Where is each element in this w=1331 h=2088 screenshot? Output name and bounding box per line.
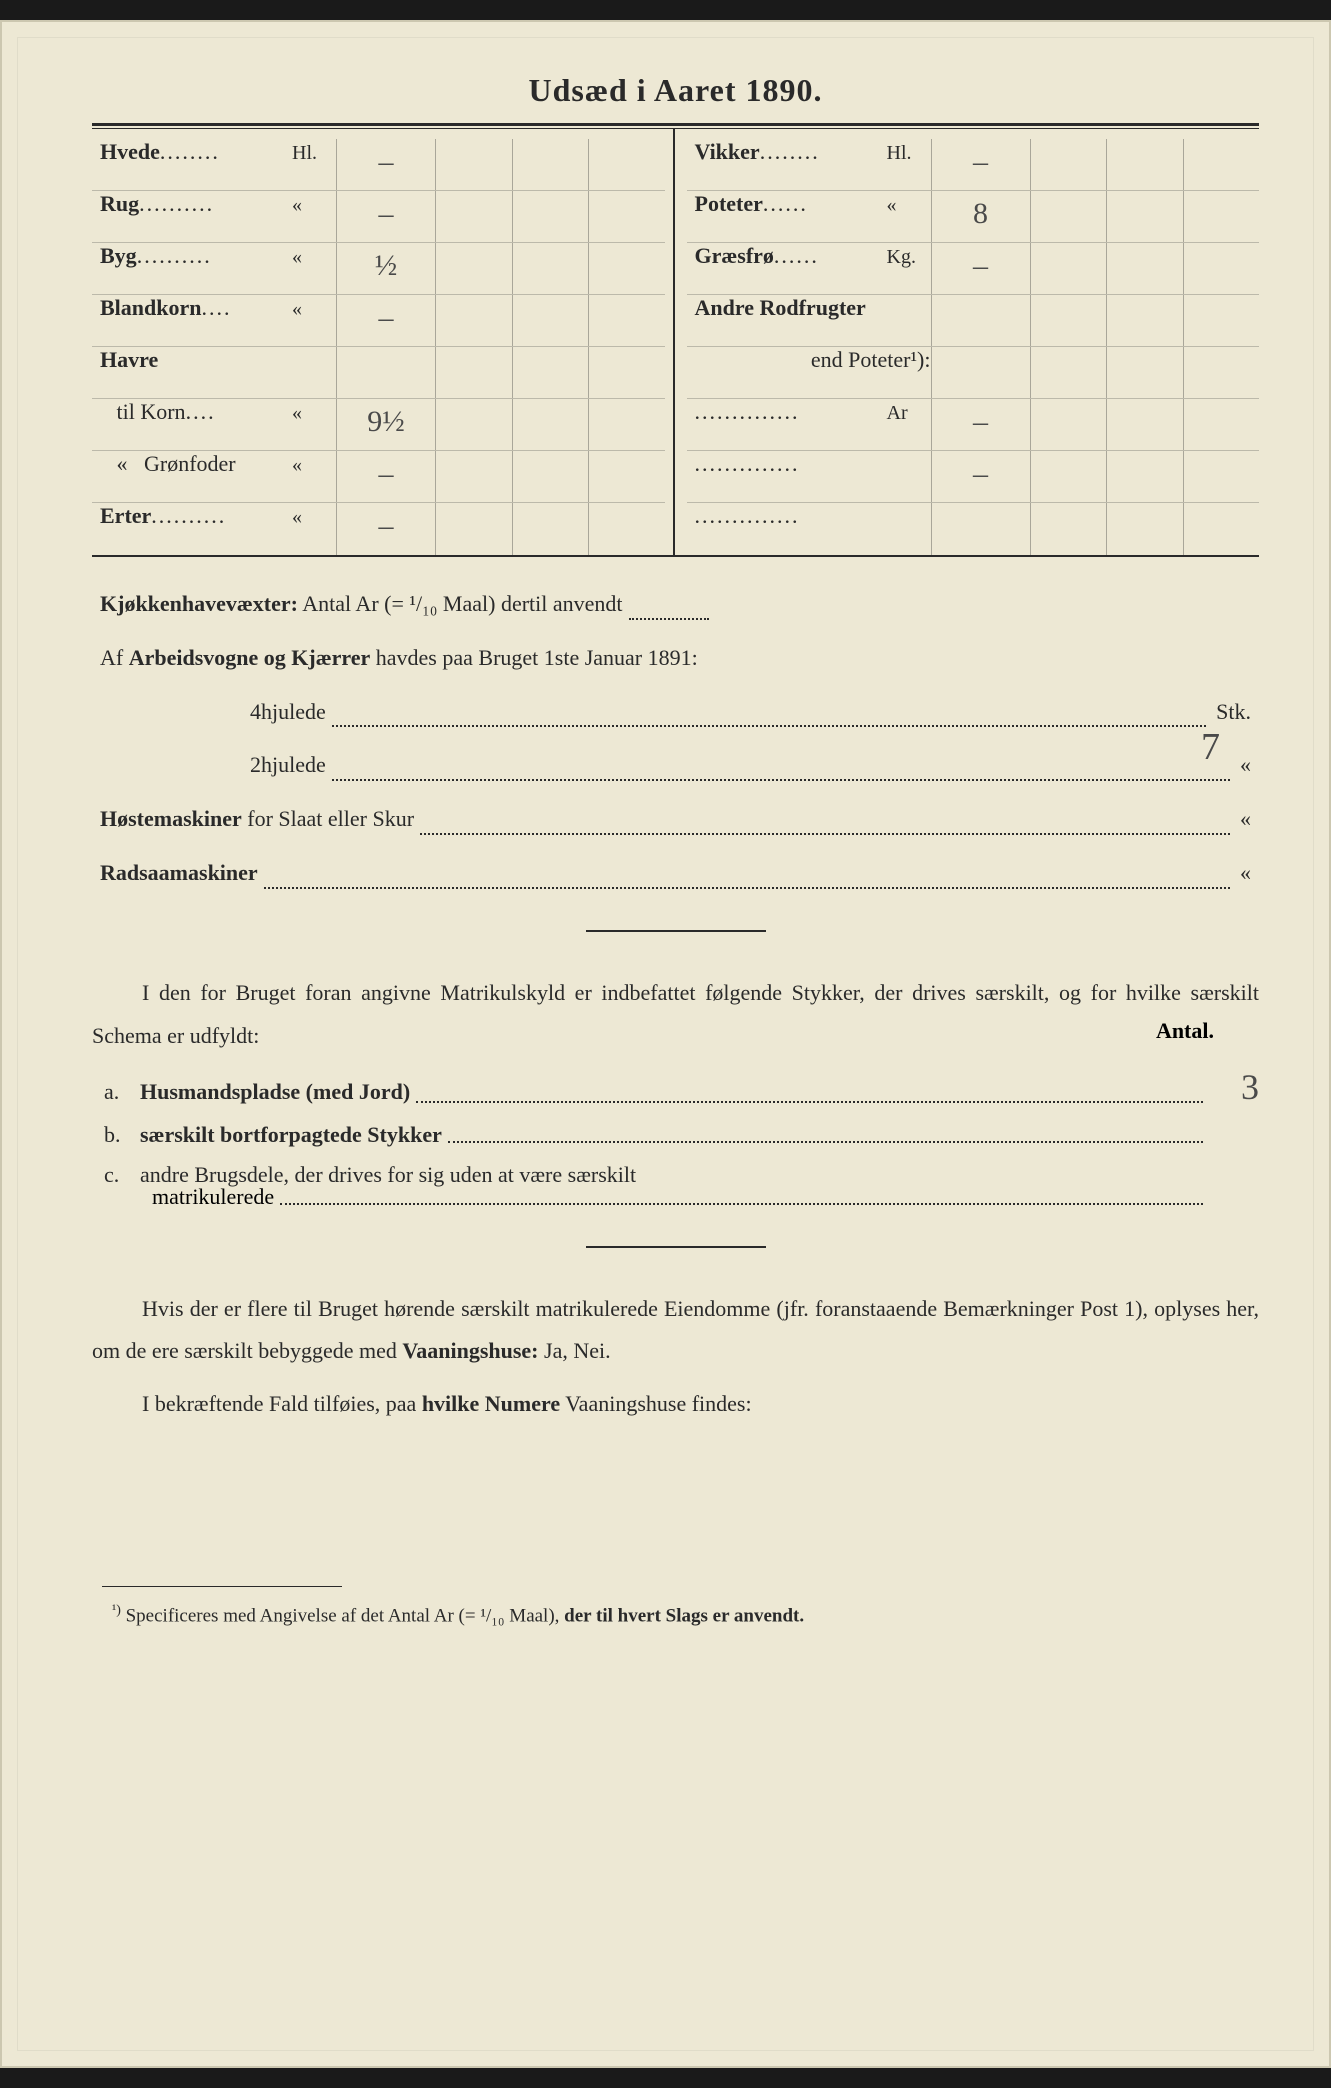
section-divider-1 [586, 930, 766, 932]
row-havre-header: Havre [92, 347, 665, 399]
row-2hjulede: 2hjulede 7 « [100, 744, 1251, 786]
middle-para: I den for Bruget foran angivne Matrikuls… [92, 972, 1259, 1058]
row-graesfro: Græsfrø...... Kg. – [687, 243, 1260, 295]
document-page: Udsæd i Aaret 1890. Hvede........ Hl. – … [0, 20, 1331, 2068]
value-husmandspladse: 3 [1209, 1066, 1259, 1108]
crop-grid: Hvede........ Hl. – Rug.......... « – By… [92, 129, 1259, 557]
row-andre-rodfrugter: Andre Rodfrugter [687, 295, 1260, 347]
list-item-a: a. Husmandspladse (med Jord) 3 [92, 1066, 1259, 1108]
lower-para-1: Hvis der er flere til Bruget hørende sær… [92, 1288, 1259, 1374]
lower-para-2: I bekræftende Fald tilføies, paa hvilke … [92, 1383, 1259, 1426]
row-erter: Erter.......... « – [92, 503, 665, 555]
row-hostemaskiner: Høstemaskiner for Slaat eller Skur « [100, 798, 1251, 840]
row-ar-1: .............. Ar – [687, 399, 1260, 451]
row-arbeidsvogne: Af Arbeidsvogne og Kjærrer havdes paa Br… [100, 637, 1251, 679]
row-hvede: Hvede........ Hl. – [92, 139, 665, 191]
list-item-b: b. særskilt bortforpagtede Stykker [92, 1122, 1259, 1148]
row-end-poteter: end Poteter¹): [687, 347, 1260, 399]
page-title: Udsæd i Aaret 1890. [92, 72, 1259, 109]
footnote-rule [102, 1586, 342, 1587]
value-2hjulede: 7 [1201, 711, 1220, 783]
row-tilkorn: til Korn.... « 9½ [92, 399, 665, 451]
middle-section: I den for Bruget foran angivne Matrikuls… [92, 972, 1259, 1210]
row-blandkorn: Blandkorn.... « – [92, 295, 665, 347]
row-4hjulede: 4hjulede Stk. [100, 691, 1251, 733]
row-kjokken: Kjøkkenhavevæxter: Antal Ar (= ¹/₁₀ Maal… [100, 583, 1251, 625]
list-item-c-cont: matrikulerede [92, 1184, 1259, 1210]
antal-header: Antal. [1156, 1018, 1214, 1044]
row-rug: Rug.......... « – [92, 191, 665, 243]
footnote: ¹) Specificeres med Angivelse af det Ant… [92, 1599, 1259, 1633]
row-ar-3: .............. [687, 503, 1260, 555]
row-poteter: Poteter...... « 8 [687, 191, 1260, 243]
value: – [336, 139, 435, 190]
label: Hvede [100, 139, 160, 164]
list-section: a. Husmandspladse (med Jord) 3 b. særski… [92, 1058, 1259, 1210]
row-gronfoder: « Grønfoder « – [92, 451, 665, 503]
row-radsaamaskiner: Radsaamaskiner « [100, 852, 1251, 894]
row-vikker: Vikker........ Hl. – [687, 139, 1260, 191]
row-ar-2: .............. – [687, 451, 1260, 503]
crop-grid-right: Vikker........ Hl. – Poteter...... « 8 G… [675, 129, 1260, 555]
row-byg: Byg.......... « ½ [92, 243, 665, 295]
unit: Hl. [292, 142, 336, 165]
body-section: Kjøkkenhavevæxter: Antal Ar (= ¹/₁₀ Maal… [92, 557, 1259, 894]
crop-grid-left: Hvede........ Hl. – Rug.......... « – By… [92, 129, 675, 555]
section-divider-2 [586, 1246, 766, 1248]
lower-section: Hvis der er flere til Bruget hørende sær… [92, 1288, 1259, 1427]
title-rule-thick [92, 123, 1259, 126]
